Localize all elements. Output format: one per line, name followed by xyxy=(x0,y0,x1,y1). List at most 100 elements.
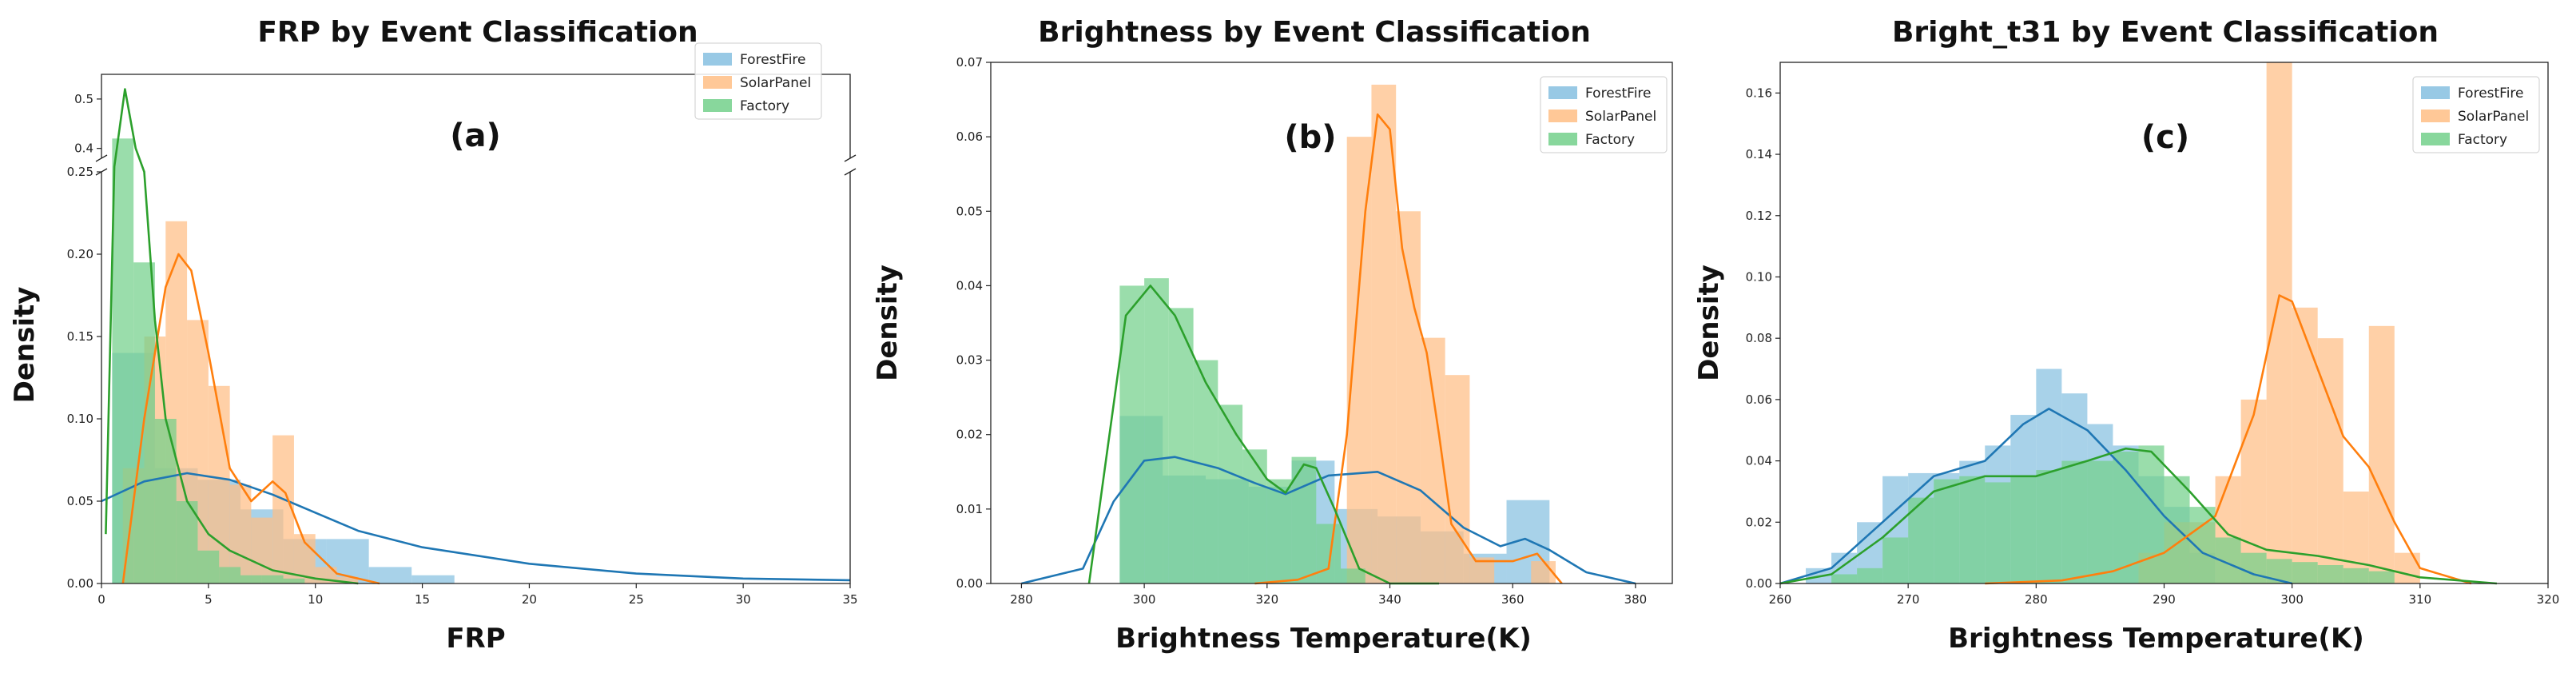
axes-frame-lower xyxy=(101,172,851,584)
legend-label: Factory xyxy=(740,98,789,114)
bar-factory-8 xyxy=(1316,524,1342,583)
legend-swatch-solarpanel xyxy=(703,76,732,89)
bar-solarpanel-9 xyxy=(2368,325,2395,583)
bar-factory-7 xyxy=(261,575,284,583)
bar-factory-21 xyxy=(2368,571,2395,583)
legend-label: ForestFire xyxy=(1585,86,1652,102)
x-tick-label: 10 xyxy=(308,592,323,607)
bar-factory-4 xyxy=(1218,404,1243,583)
axis-break-mark-0 xyxy=(95,154,108,162)
x-tick-label: 320 xyxy=(2537,592,2560,607)
bar-solarpanel-0 xyxy=(1346,137,1372,584)
bar-solarpanel-7 xyxy=(272,435,294,583)
bar-factory-8 xyxy=(2036,470,2062,583)
kde-line-forestfire xyxy=(1021,456,1636,585)
x-tick-label: 380 xyxy=(1624,592,1648,607)
x-tick-label: 30 xyxy=(736,592,751,607)
y-tick-label: 0.4 xyxy=(74,141,93,156)
bar-factory-0 xyxy=(112,138,134,583)
x-tick-label: 310 xyxy=(2409,592,2432,607)
panel-tag: (c) xyxy=(2141,119,2189,156)
y-tick-label: 0.5 xyxy=(74,92,93,106)
y-tick-label: 0.02 xyxy=(956,428,983,442)
legend-label: ForestFire xyxy=(2458,86,2524,102)
legend: ForestFire SolarPanel Factory xyxy=(694,42,822,120)
legend-label: Factory xyxy=(2458,132,2507,148)
x-tick-label: 300 xyxy=(2280,592,2304,607)
kde-line-solarpanel xyxy=(1254,113,1563,585)
y-tick-label: 0.16 xyxy=(1746,86,1772,100)
x-tick-label: 270 xyxy=(1897,592,1920,607)
bar-factory-5 xyxy=(1959,476,1986,583)
panel-tag: (a) xyxy=(450,117,501,154)
bar-factory-3 xyxy=(176,501,198,583)
legend-label: SolarPanel xyxy=(1585,109,1656,125)
bar-factory-5 xyxy=(1242,449,1267,583)
x-tick-label: 5 xyxy=(205,592,213,607)
kde-line-forestfire xyxy=(1779,408,2293,585)
legend-swatch-factory xyxy=(2421,133,2450,145)
bar-solarpanel-3 xyxy=(1420,337,1445,583)
legend-label: SolarPanel xyxy=(2458,109,2529,125)
bar-factory-12 xyxy=(2138,445,2165,583)
y-axis-label: Density xyxy=(872,265,904,381)
y-tick-label: 0.04 xyxy=(1746,454,1772,468)
x-tick-label: 260 xyxy=(1769,592,1792,607)
bar-forestfire-6 xyxy=(368,567,412,583)
legend-swatch-forestfire xyxy=(1548,86,1577,99)
y-tick-label: 0.04 xyxy=(956,278,983,293)
y-tick-label: 0.06 xyxy=(1746,392,1772,407)
kde-line-factory xyxy=(105,88,359,585)
y-tick-label: 0.14 xyxy=(1746,147,1772,161)
bar-solarpanel-1 xyxy=(1371,84,1397,583)
y-tick-label: 0.00 xyxy=(1746,576,1772,591)
bar-factory-5 xyxy=(219,567,241,583)
legend-swatch-factory xyxy=(703,99,732,112)
y-tick-label: 0.10 xyxy=(67,412,93,426)
legend-swatch-forestfire xyxy=(703,53,732,66)
legend-label: SolarPanel xyxy=(740,75,811,91)
bar-factory-16 xyxy=(2240,552,2267,583)
bar-solarpanel-6 xyxy=(2292,307,2318,583)
chart-title: FRP by Event Classification xyxy=(257,16,698,49)
x-tick-label: 15 xyxy=(415,592,430,607)
x-axis-label: Brightness Temperature(K) xyxy=(1948,623,2364,655)
y-tick-label: 0.07 xyxy=(956,55,983,70)
legend-label: ForestFire xyxy=(740,52,806,68)
panel-b: Brightness by Event Classification 280 300… xyxy=(872,16,1673,655)
y-tick-label: 0.08 xyxy=(1746,331,1772,345)
bar-factory-2 xyxy=(1168,308,1194,583)
x-tick-label: 25 xyxy=(629,592,644,607)
chart-title: Bright_t31 by Event Classification xyxy=(1892,16,2439,49)
y-tick-label: 0.05 xyxy=(67,494,93,508)
legend-label: Factory xyxy=(1585,132,1635,148)
y-axis-label: Density xyxy=(1693,265,1725,381)
kde-line-factory xyxy=(1087,285,1439,585)
bar-factory-9 xyxy=(2061,460,2088,583)
x-tick-label: 0 xyxy=(97,592,105,607)
bar-factory-1 xyxy=(1144,278,1169,583)
panel-a: FRP by Event Classification 0 5 10 15 20 25 30 3… xyxy=(9,16,858,655)
chart-title: Brightness by Event Classification xyxy=(1038,16,1591,49)
y-tick-label: 0.12 xyxy=(1746,209,1772,223)
bar-factory-19 xyxy=(2317,564,2343,583)
x-tick-label: 340 xyxy=(1378,592,1401,607)
bar-factory-0 xyxy=(1831,574,1858,583)
x-tick-label: 360 xyxy=(1501,592,1525,607)
x-tick-label: 320 xyxy=(1255,592,1278,607)
bar-factory-13 xyxy=(2164,476,2190,583)
x-tick-label: 300 xyxy=(1133,592,1156,607)
bar-factory-2 xyxy=(1882,537,1909,583)
x-axis-label: Brightness Temperature(K) xyxy=(1115,623,1532,655)
axis-break-mark-3 xyxy=(844,168,857,176)
bar-factory-6 xyxy=(1985,482,2011,583)
bar-solarpanel-6 xyxy=(251,517,273,583)
x-tick-label: 20 xyxy=(522,592,537,607)
x-axis-label: FRP xyxy=(446,623,505,655)
bar-factory-6 xyxy=(1266,479,1292,583)
y-tick-label: 0.01 xyxy=(956,502,983,516)
bar-factory-7 xyxy=(2010,476,2037,583)
y-tick-label: 0.00 xyxy=(67,576,93,591)
legend: ForestFire SolarPanel Factory xyxy=(2412,76,2540,153)
bar-factory-10 xyxy=(2087,460,2113,583)
